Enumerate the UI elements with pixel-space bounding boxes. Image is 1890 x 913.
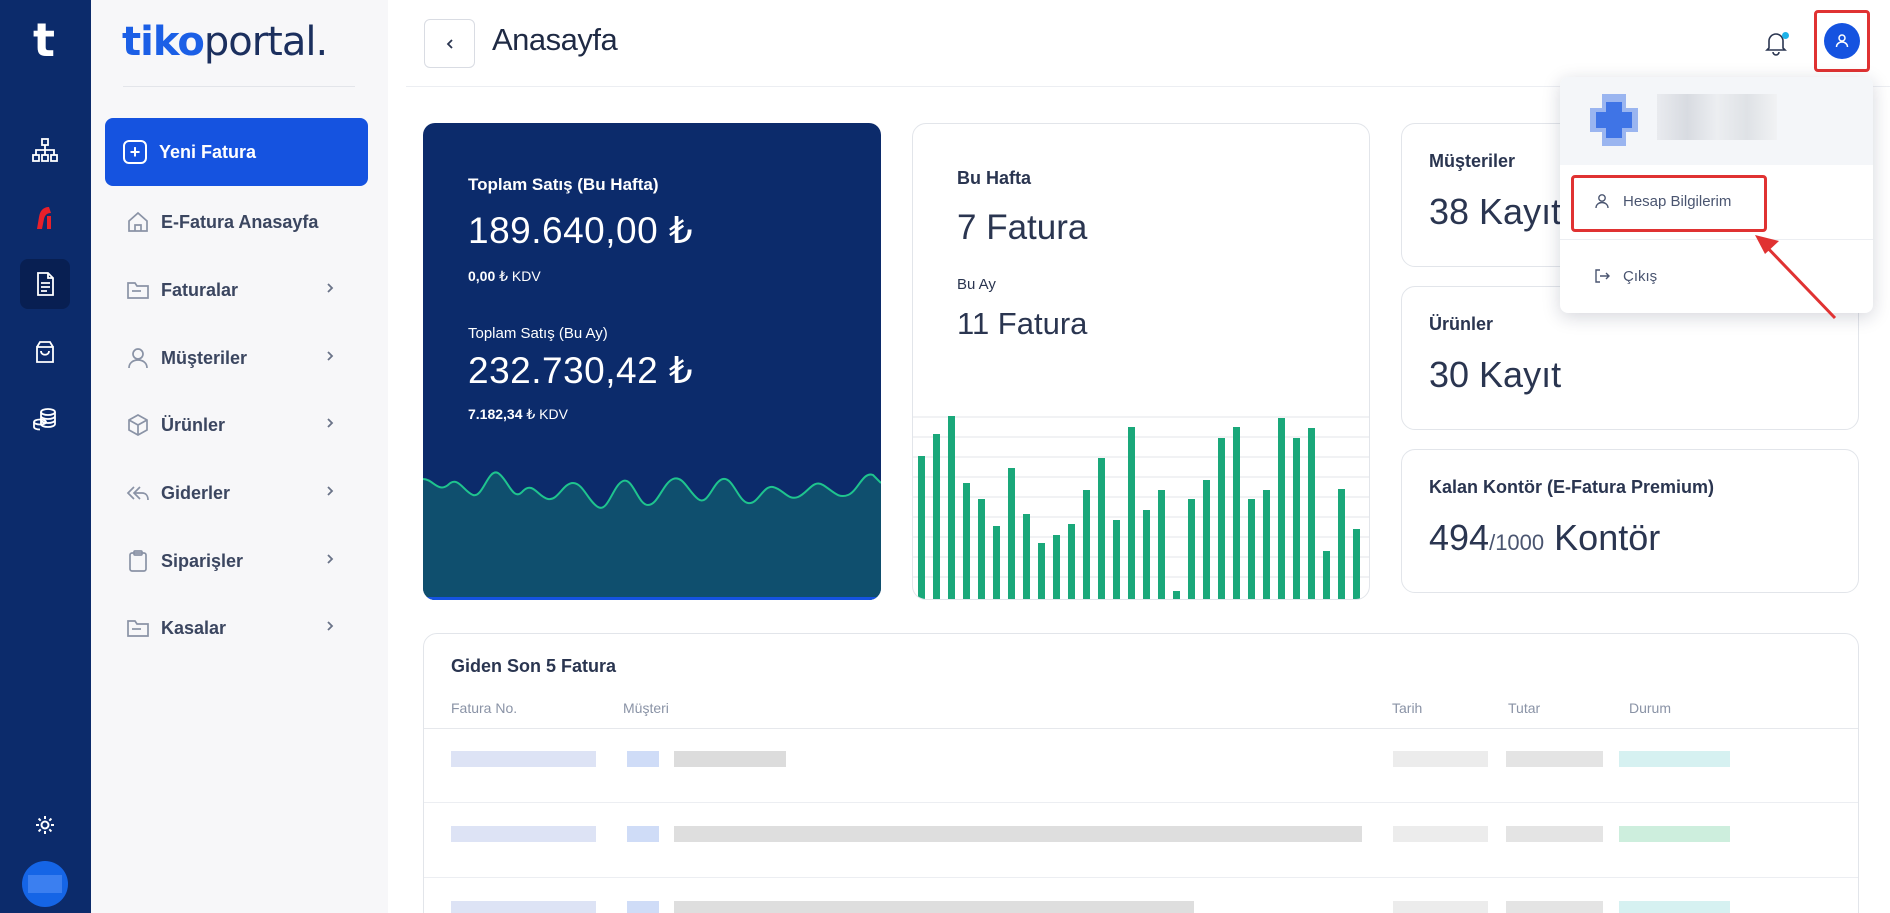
- sidebar: tikoportal. + Yeni Fatura E-Fatura Anasa…: [91, 0, 388, 913]
- credits-label: Kalan Kontör (E-Fatura Premium): [1429, 477, 1715, 497]
- user-avatar-image: [1590, 94, 1638, 146]
- dropdown-user-header: [1560, 77, 1873, 165]
- week-invoices-label: Bu Hafta: [957, 168, 1032, 188]
- chevron-right-icon: [327, 351, 334, 361]
- credits-value: 494/1000 Kontör: [1429, 517, 1661, 558]
- customers-value: 38 Kayıt: [1429, 191, 1562, 232]
- week-sales-amount: 189.640,00 ₺: [468, 210, 694, 251]
- table-row[interactable]: [424, 879, 1858, 913]
- coins-icon[interactable]: [20, 394, 70, 444]
- sidebar-item-label: Giderler: [161, 482, 231, 503]
- chevron-left-icon: [446, 38, 453, 49]
- month-sales-amount: 232.730,42 ₺: [468, 350, 694, 391]
- logout-menu-item[interactable]: Çıkış: [1560, 251, 1873, 301]
- month-invoices-value: 11 Fatura: [957, 306, 1088, 341]
- sidebar-item-invoices[interactable]: Faturalar: [105, 265, 368, 315]
- notification-dot: [1782, 32, 1789, 39]
- account-info-label: Hesap Bilgilerim: [1623, 192, 1732, 210]
- sidebar-item-expenses[interactable]: Giderler: [105, 468, 368, 518]
- avatar[interactable]: [22, 861, 68, 907]
- chevron-right-icon: [327, 554, 334, 564]
- home-icon: [128, 211, 148, 232]
- user-dropdown-menu: Hesap Bilgilerim Çıkış: [1560, 77, 1873, 313]
- table-row[interactable]: [424, 729, 1858, 803]
- sitemap-icon[interactable]: [20, 125, 70, 175]
- new-invoice-button[interactable]: + Yeni Fatura: [105, 118, 368, 186]
- folder-icon: [127, 620, 149, 637]
- divider: [1560, 239, 1873, 240]
- shopping-bag-icon[interactable]: [20, 327, 70, 377]
- invoice-bar-chart: [913, 416, 1369, 599]
- column-header[interactable]: Durum: [1629, 700, 1672, 716]
- chevron-right-icon: [327, 621, 334, 631]
- products-value: 30 Kayıt: [1429, 354, 1562, 395]
- week-sales-label: Toplam Satış (Bu Hafta): [468, 175, 659, 194]
- chevron-right-icon: [327, 418, 334, 428]
- efatura-icon[interactable]: [20, 193, 70, 243]
- divider: [424, 728, 1858, 729]
- brand-logo[interactable]: tikoportal.: [122, 19, 328, 65]
- month-sales-label: Toplam Satış (Bu Ay): [468, 325, 608, 342]
- column-header[interactable]: Tutar: [1508, 700, 1541, 716]
- sidebar-item-label: Faturalar: [161, 279, 239, 300]
- sales-wave-chart: [423, 471, 881, 600]
- logout-label: Çıkış: [1623, 267, 1658, 285]
- box-icon: [128, 414, 148, 436]
- table-row[interactable]: [424, 804, 1858, 878]
- page-title: Anasayfa: [492, 22, 618, 57]
- sidebar-item-label: Siparişler: [161, 550, 244, 571]
- week-invoices-value: 7 Fatura: [957, 208, 1088, 247]
- table-title: Giden Son 5 Fatura: [451, 656, 617, 676]
- user-icon: [128, 348, 148, 369]
- document-icon[interactable]: [20, 259, 70, 309]
- column-header[interactable]: Fatura No.: [451, 700, 518, 716]
- user-avatar: [1824, 23, 1860, 59]
- user-icon: [1835, 34, 1849, 48]
- month-invoices-label: Bu Ay: [957, 276, 996, 293]
- chevron-right-icon: [327, 486, 334, 496]
- logout-icon: [1595, 269, 1610, 283]
- icon-rail: t: [0, 0, 91, 913]
- plus-icon: +: [123, 140, 147, 164]
- user-icon: [1595, 194, 1609, 209]
- divider: [406, 86, 1890, 87]
- invoice-count-card: Bu Hafta 7 Fatura Bu Ay 11 Fatura: [912, 123, 1370, 600]
- column-header[interactable]: Müşteri: [623, 700, 669, 716]
- user-name-redacted: [1657, 94, 1777, 140]
- gear-icon[interactable]: [20, 800, 70, 850]
- sidebar-item-orders[interactable]: Siparişler: [105, 536, 368, 586]
- sidebar-item-customers[interactable]: Müşteriler: [105, 333, 368, 383]
- app-logo[interactable]: t: [33, 13, 55, 67]
- week-kdv: 0,00 ₺ KDV: [468, 268, 541, 284]
- column-header[interactable]: Tarih: [1392, 700, 1423, 716]
- clipboard-icon: [129, 550, 147, 572]
- notification-bell-icon[interactable]: [1761, 28, 1791, 58]
- new-invoice-label: Yeni Fatura: [159, 141, 257, 162]
- sidebar-item-label: Kasalar: [161, 617, 227, 638]
- sidebar-item-label: E-Fatura Anasayfa: [161, 211, 319, 232]
- sidebar-item-efatura-home[interactable]: E-Fatura Anasayfa: [105, 197, 368, 247]
- annotation-arrow: [1755, 235, 1837, 320]
- sales-summary-card: Toplam Satış (Bu Hafta) 189.640,00 ₺ 0,0…: [423, 123, 881, 600]
- recent-invoices-table: Giden Son 5 Fatura Fatura No. Müşteri Ta…: [423, 633, 1859, 913]
- products-label: Ürünler: [1429, 314, 1494, 334]
- user-menu-button[interactable]: [1814, 10, 1870, 72]
- back-button[interactable]: [424, 19, 475, 68]
- reply-all-icon: [126, 486, 149, 501]
- sidebar-item-label: Müşteriler: [161, 347, 248, 368]
- credits-card[interactable]: Kalan Kontör (E-Fatura Premium) 494/1000…: [1401, 449, 1859, 593]
- divider: [123, 86, 355, 87]
- month-kdv: 7.182,34 ₺ KDV: [468, 406, 568, 422]
- sidebar-item-products[interactable]: Ürünler: [105, 400, 368, 450]
- sidebar-item-label: Ürünler: [161, 414, 226, 435]
- sidebar-item-cash-registers[interactable]: Kasalar: [105, 603, 368, 653]
- chevron-right-icon: [327, 283, 334, 293]
- folder-icon: [127, 282, 149, 299]
- account-info-menu-item[interactable]: Hesap Bilgilerim: [1560, 176, 1873, 226]
- customers-label: Müşteriler: [1429, 151, 1516, 171]
